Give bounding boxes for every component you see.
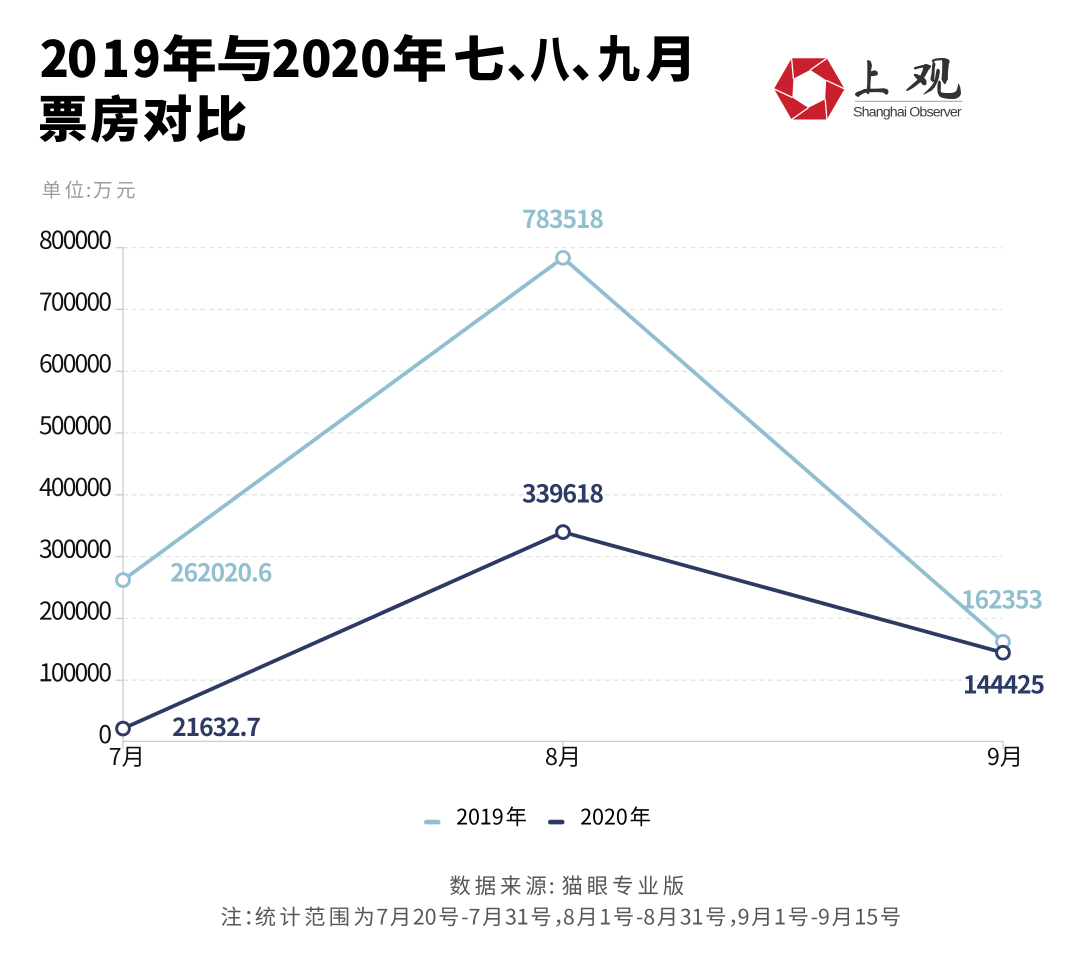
svg-text:Shanghai Observer: Shanghai Observer [853, 105, 962, 121]
